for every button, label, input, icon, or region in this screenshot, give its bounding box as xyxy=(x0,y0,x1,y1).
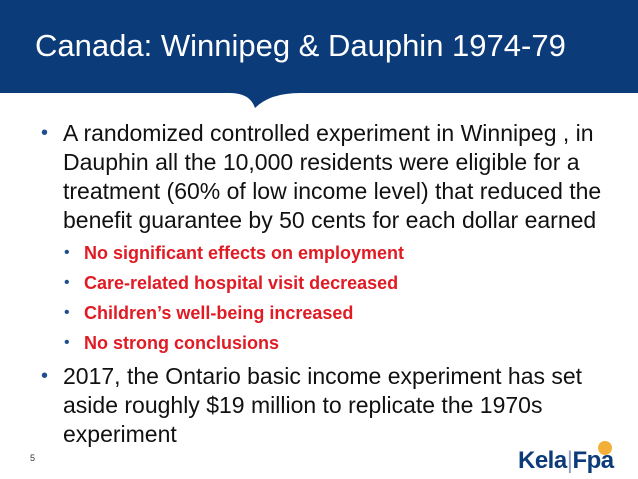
sub-bullet-text: Care-related hospital visit decreased xyxy=(84,273,399,293)
sub-bullet-text: No strong conclusions xyxy=(84,333,280,353)
bullet-dot-icon: • xyxy=(64,244,70,261)
kela-fpa-logo: Kela|Fpa xyxy=(518,441,618,475)
bullet-dot-icon: • xyxy=(64,334,70,351)
bullet-dot-icon: • xyxy=(64,304,70,321)
page-number: 5 xyxy=(30,453,36,463)
logo-separator: | xyxy=(566,447,573,474)
sub-bullet-item: • Care-related hospital visit decreased xyxy=(37,268,607,298)
bullet-dot-icon: • xyxy=(41,365,49,387)
sub-bullet-list: • No significant effects on employment •… xyxy=(37,238,607,358)
slide-body: • A randomized controlled experiment in … xyxy=(37,119,607,449)
sub-bullet-text: Children’s well-being increased xyxy=(84,303,354,323)
logo-left: Kela xyxy=(518,447,567,474)
sub-bullet-item: • Children’s well-being increased xyxy=(37,298,607,328)
header-curve-decoration xyxy=(0,88,638,108)
logo-badge-icon xyxy=(598,441,612,455)
slide-title: Canada: Winnipeg & Dauphin 1974-79 xyxy=(35,28,566,63)
sub-bullet-text: No significant effects on employment xyxy=(84,243,405,263)
sub-bullet-item: • No strong conclusions xyxy=(37,328,607,358)
slide-header: Canada: Winnipeg & Dauphin 1974-79 xyxy=(0,0,638,93)
sub-bullet-item: • No significant effects on employment xyxy=(37,238,607,268)
bullet-text: A randomized controlled experiment in Wi… xyxy=(63,120,602,233)
bullet-dot-icon: • xyxy=(64,274,70,291)
bullet-item: • A randomized controlled experiment in … xyxy=(37,119,607,235)
bullet-dot-icon: • xyxy=(41,122,49,144)
bullet-text: 2017, the Ontario basic income experimen… xyxy=(63,363,583,447)
bullet-item: • 2017, the Ontario basic income experim… xyxy=(37,362,607,449)
